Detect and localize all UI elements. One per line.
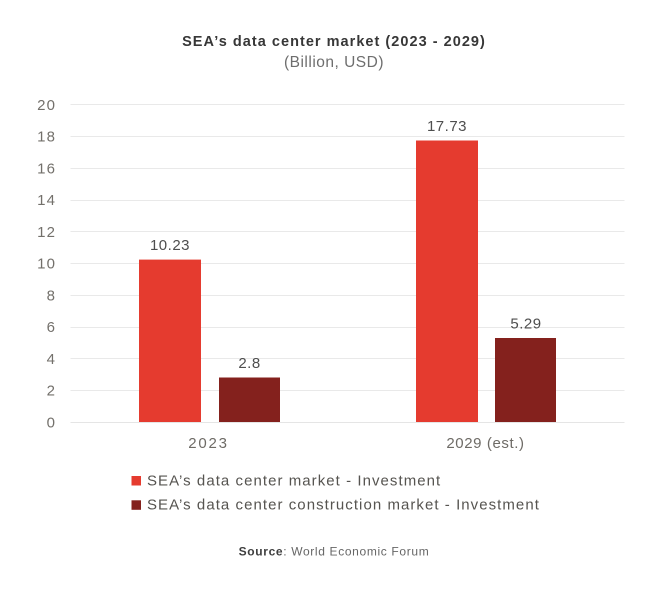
svg-text:8: 8 [47, 288, 57, 305]
svg-text:(Billion, USD): (Billion, USD) [284, 54, 384, 71]
svg-text:2023: 2023 [188, 435, 229, 452]
svg-text:10: 10 [37, 256, 56, 273]
svg-text:SEA’s data center market - Inv: SEA’s data center market - Investment [147, 472, 441, 489]
svg-text:0: 0 [47, 415, 57, 432]
svg-text:20: 20 [37, 97, 56, 114]
svg-text:12: 12 [37, 224, 56, 241]
svg-text:17.73: 17.73 [427, 118, 467, 135]
svg-text:2029 (est.): 2029 (est.) [446, 435, 524, 452]
svg-text:4: 4 [47, 351, 57, 368]
svg-text:10.23: 10.23 [150, 237, 190, 254]
svg-text:6: 6 [47, 319, 57, 336]
svg-text:2: 2 [47, 383, 57, 400]
svg-text:Source: World Economic Forum: Source: World Economic Forum [239, 544, 430, 558]
svg-text:2.8: 2.8 [238, 355, 260, 372]
svg-text:18: 18 [37, 129, 56, 146]
svg-text:16: 16 [37, 161, 56, 178]
svg-text:5.29: 5.29 [510, 316, 541, 333]
svg-text:SEA’s data center market (2023: SEA’s data center market (2023 - 2029) [182, 34, 486, 50]
svg-text:14: 14 [37, 192, 56, 209]
svg-text:SEA’s data center construction: SEA’s data center construction market - … [147, 497, 540, 514]
